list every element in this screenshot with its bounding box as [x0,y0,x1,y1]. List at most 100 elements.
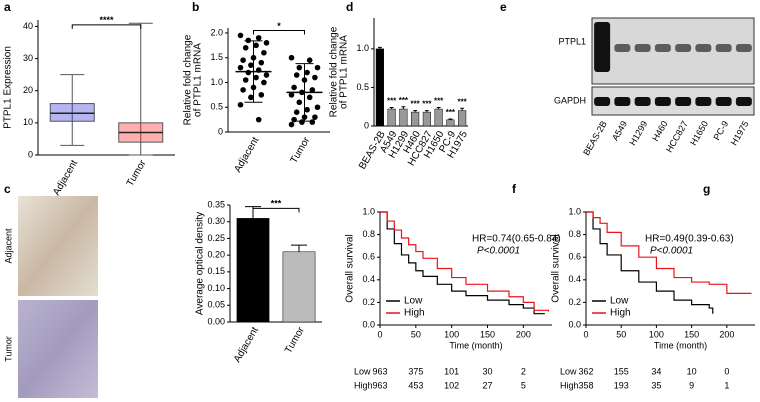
hazard-ratio: HR=0.74(0.65-0.84) [472,234,561,245]
survival-curve [380,211,550,312]
data-point [248,94,254,101]
blot-band [654,44,671,52]
y-axis-title: Relative fold change [183,34,194,125]
data-point [293,109,300,115]
risk-count: 34 [651,366,661,376]
y-tick-label: 0 [364,120,369,130]
data-point [237,32,244,39]
x-tick-label: 0 [377,329,382,339]
error-bar [460,107,465,111]
data-point [253,42,259,49]
risk-count: 27 [482,380,492,390]
data-point [258,92,265,98]
significance-label: *** [457,97,467,106]
data-point [312,74,318,81]
risk-count: 10 [687,366,697,376]
lane-label: PC-9 [711,119,730,142]
risk-count: 453 [408,380,423,390]
blot-band [614,44,631,52]
bar [422,111,431,127]
y-tick-label: 40 [23,21,33,31]
data-point [309,119,316,125]
y-axis-title: of PTPL1 mRNA [193,43,204,117]
y-tick-label: 1.0 [356,43,369,53]
y-tick-label: 2.0 [210,27,223,37]
blot-band [715,44,732,52]
lane-label: A549 [610,119,629,142]
blot-band [735,44,752,52]
x-axis-title: Time (month) [654,340,707,350]
panel-label: b [192,0,199,14]
data-point [304,69,310,76]
data-point [314,104,321,111]
y-tick-label: 0.4 [568,274,581,284]
blot-band [634,97,651,106]
data-point [309,87,316,93]
data-point [253,74,259,81]
data-point [258,59,265,66]
sd-bar [295,63,314,122]
risk-count: 9 [689,380,694,390]
p-value: P<0.0001 [650,246,693,257]
lane-label: BEAS-2B [581,119,609,157]
data-point [261,79,267,86]
y-tick-label: 0.35 [207,199,225,209]
lane-label: H460 [650,119,669,143]
risk-count: 102 [444,380,459,390]
y-tick-label: 0.8 [568,229,581,239]
survival-curve [380,211,545,315]
data-point [255,116,262,123]
x-tick-label: Tumor [125,158,149,189]
data-point [255,35,262,41]
data-point [314,64,321,71]
data-point [304,106,310,113]
significance-label: *** [434,97,444,106]
data-point [306,94,313,101]
significance-label: * [277,21,281,31]
y-tick-label: 10 [23,117,33,127]
risk-count: 193 [614,380,629,390]
data-point [237,101,244,108]
x-tick-label: 50 [411,329,421,339]
error-bar [413,110,418,113]
data-point [237,64,244,71]
data-point [263,40,270,46]
y-tick-label: 0 [28,149,33,159]
blot-band [614,97,631,106]
hazard-ratio: HR=0.49(0.39-0.63) [645,234,734,245]
y-tick-label: 30 [23,53,33,63]
risk-count: 0 [724,366,729,376]
data-point [306,57,313,63]
y-axis-title: Average optical density [195,212,206,315]
data-point [261,49,267,56]
bar [236,218,270,323]
y-axis-title: Relative fold change [329,26,340,117]
risk-count: 1 [724,380,729,390]
error-bar [424,110,429,113]
ihc-row-label: Tumor [3,336,13,362]
y-tick-label: 0.8 [362,229,375,239]
bar [282,251,316,323]
ihc-images: Adjacent Tumor [3,196,98,398]
significance-bracket [253,29,305,35]
significance-label: *** [446,108,456,117]
significance-label: *** [422,100,432,109]
bar [434,108,443,127]
error-bar [436,106,441,110]
y-tick-label: 0 [218,126,223,136]
error-bar [401,106,406,110]
x-tick-label: 150 [684,329,699,339]
data-point [242,45,249,51]
panel-label: d [346,0,353,14]
data-point [263,72,270,78]
x-axis-title: Time (month) [449,340,502,350]
risk-count: 5 [521,380,526,390]
blot-band [715,97,732,106]
y-tick-label: 1.0 [362,206,375,216]
survival-curve [586,211,714,314]
y-tick-label: 0.00 [207,316,225,326]
risk-count: 30 [482,366,492,376]
x-tick-label: 150 [480,329,495,339]
blot-band [594,97,611,106]
x-tick-label: 200 [719,329,734,339]
